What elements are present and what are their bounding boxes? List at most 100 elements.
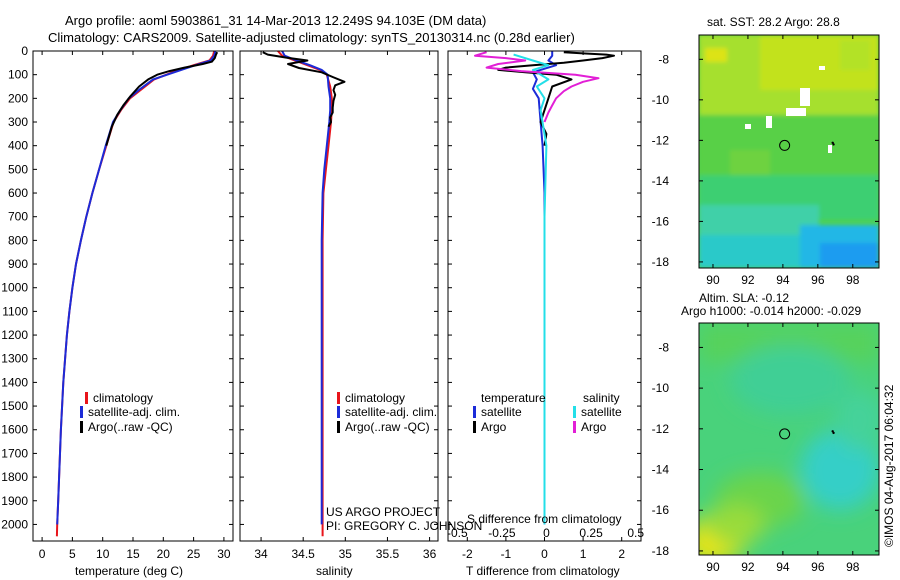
x-tick-label: 34.5 [292,547,316,561]
sst-map-field [699,35,879,268]
profile-location-marker [779,139,791,151]
legend-swatch-t-argo [473,421,476,433]
x-top-tick-label: 0.25 [579,526,603,540]
legend-label-satellite: satellite-adj. clim. [345,405,437,419]
legend-label-t-argo: Argo [481,420,507,434]
x-tick-label: 94 [776,560,790,574]
x-tick-label: 98 [846,560,860,574]
differences-series-salinity-argo [474,51,600,123]
salinity-series-climatology [277,50,333,537]
x-tick-label: 96 [811,560,825,574]
temperature-legend: climatology satellite-adj. clim. Argo(..… [80,391,180,434]
difference-legend: temperature satellite Argo salinity sate… [473,391,622,434]
y-tick-label: -10 [652,381,670,395]
x-tick-label: 35 [339,547,353,561]
legend-title-salinity: salinity [583,391,620,405]
x-top-tick-label: -0.25 [488,526,516,540]
salinity-series-argo-raw-qc- [262,51,346,128]
x-tick-label: 15 [126,547,140,561]
x-tick-label: -1 [501,547,512,561]
y-tick-label: -14 [652,463,670,477]
temperature-series-climatology [55,50,216,537]
y-tick-label: -10 [652,93,670,107]
legend-label-s-satellite: satellite [581,405,622,419]
difference-xlabel: T difference from climatology [466,564,620,578]
sst_map-frame [698,34,880,269]
salinity-panel: 34 34.5 35 35.5 36 [239,50,439,561]
y-tick-label: 500 [8,162,28,176]
differences-series-salinity-satellite [513,53,550,525]
credit-project: US ARGO PROJECT [326,505,441,519]
x-tick-label: 35.5 [376,547,400,561]
x-tick-label: 94 [776,273,790,287]
temperature-series-satellite-adj-clim- [56,50,217,525]
x-tick-label: 5 [69,547,76,561]
sst-missing-patch [828,145,832,153]
x-tick-label: -2 [462,547,473,561]
salinity-xlabel: salinity [316,564,353,578]
y-tick-label: -8 [658,52,669,66]
legend-label-climatology: climatology [93,391,153,405]
y-tick-label: -12 [652,133,670,147]
x-tick-label: 92 [741,560,755,574]
differences-panel: -2 -1 0 1 2 -0.5 -0.25 0 0.25 0.5 [447,50,644,561]
y-tick-label: 100 [8,68,28,82]
y-tick-label: 900 [8,257,28,271]
y-tick-label: 0 [21,44,28,58]
legend-label-climatology: climatology [345,391,405,405]
x-top-tick-label: -0.5 [447,526,468,540]
island-mark [832,431,835,435]
y-tick-label: 200 [8,91,28,105]
figure-title-line1: Argo profile: aoml 5903861_31 14-Mar-201… [65,13,486,28]
copyright-stamp: ©IMOS 04-Aug-2017 06:04:32 [882,384,896,547]
temperature-x-ticks: 0 5 10 15 20 25 300100200300400500600700800900… [1,44,233,561]
x-tick-label: 96 [811,273,825,287]
sst-missing-patch [819,66,825,70]
sla-map-field [699,323,879,555]
y-tick-label: 1500 [1,399,28,413]
sst-missing-patch [745,124,751,129]
x-tick-label: 36 [423,547,437,561]
legend-label-argo: Argo(..raw -QC) [345,420,430,434]
y-tick-label: 800 [8,233,28,247]
legend-swatch-s-satellite [573,406,576,418]
y-tick-label: 400 [8,139,28,153]
sla-map-axes: 90 92 94 96 98 -8 -10 -12 -14 -16 -18 [652,322,880,574]
x-top-tick-label: 0.5 [627,526,644,540]
temperature-frame [32,50,234,542]
difference-xlabel-top: S difference from climatology [467,512,622,526]
y-tick-label: 1900 [1,494,28,508]
y-tick-label: 1200 [1,328,28,342]
y-tick-label: -16 [652,503,670,517]
temperature-panel: 0 5 10 15 20 25 300100200300400500600700800900… [1,44,234,561]
x-tick-label: 90 [706,273,720,287]
x-tick-label: 90 [706,560,720,574]
x-tick-label: 20 [157,547,171,561]
y-tick-label: -18 [652,255,670,269]
salinity-x-ticks: 34 34.5 35 35.5 36 [240,50,438,561]
x-tick-label: 25 [187,547,201,561]
profile-panels: 0 5 10 15 20 25 300100200300400500600700800900… [1,44,644,561]
legend-label-s-argo: Argo [581,420,607,434]
x-top-tick-label: 0 [543,526,550,540]
x-tick-label: 1 [580,547,587,561]
x-tick-label: 30 [217,547,231,561]
y-tick-label: 1300 [1,352,28,366]
x-tick-label: 0 [541,547,548,561]
sst-missing-patch [800,88,810,106]
y-tick-label: 600 [8,186,28,200]
legend-label-argo: Argo(..raw -QC) [88,420,173,434]
y-tick-label: 1700 [1,446,28,460]
x-tick-label: 10 [96,547,110,561]
y-tick-label: -12 [652,422,670,436]
legend-swatch-argo [80,421,83,433]
y-tick-label: -18 [652,544,670,558]
x-tick-label: 2 [618,547,625,561]
legend-title-temperature: temperature [481,391,546,405]
y-tick-label: 300 [8,115,28,129]
y-tick-label: -14 [652,174,670,188]
legend-swatch-climatology [337,392,340,404]
y-tick-label: -8 [658,340,669,354]
legend-label-satellite: satellite-adj. clim. [88,405,180,419]
legend-swatch-climatology [85,392,88,404]
